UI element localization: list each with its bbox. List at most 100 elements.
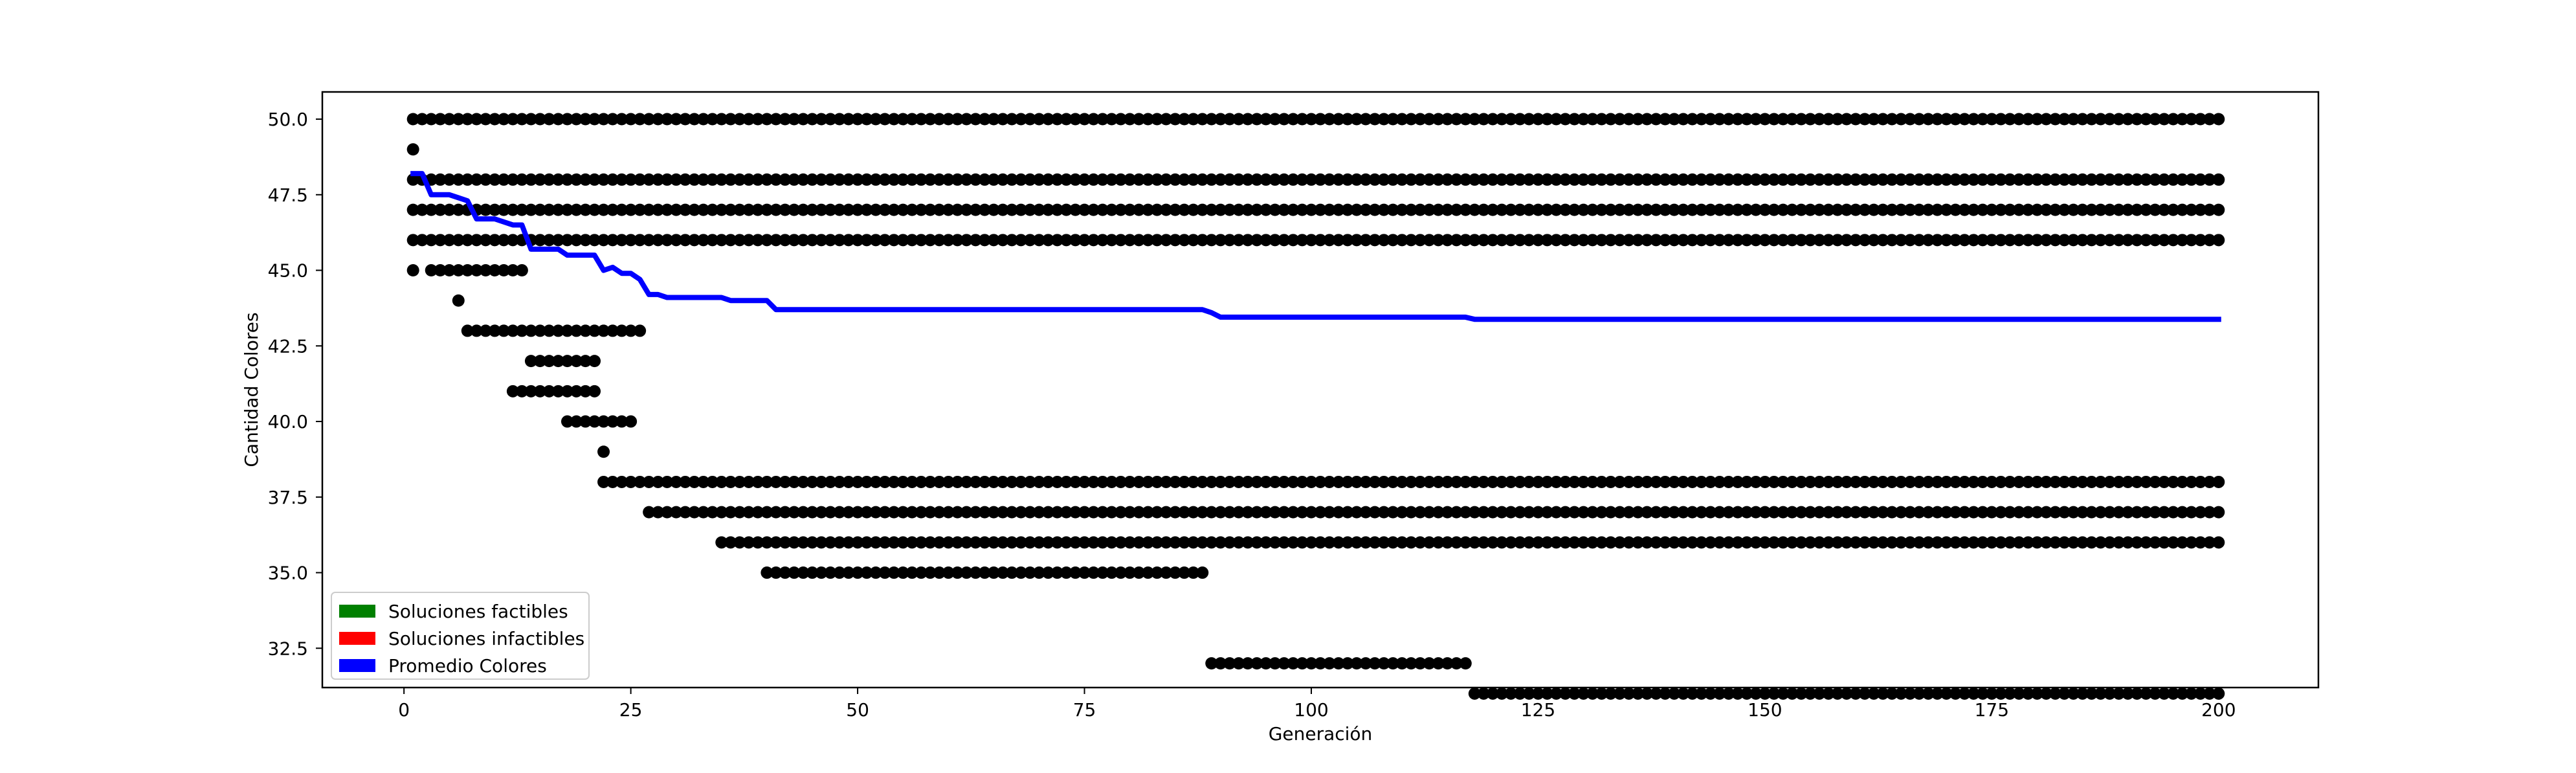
scatter-point [2149, 234, 2162, 247]
scatter-point [1650, 475, 1663, 488]
scatter-point [1314, 536, 1327, 549]
scatter-point [2185, 203, 2198, 216]
scatter-point [697, 506, 710, 519]
scatter-point [1885, 173, 1898, 186]
scatter-point [824, 536, 837, 549]
scatter-point [951, 173, 964, 186]
scatter-point [2212, 173, 2225, 186]
scatter-point [1967, 475, 1980, 488]
scatter-point [1849, 475, 1862, 488]
scatter-point [1904, 506, 1916, 519]
scatter-point [1133, 234, 1146, 247]
scatter-point [1695, 203, 1708, 216]
scatter-point [479, 203, 492, 216]
scatter-point [1386, 536, 1399, 549]
scatter-point [1686, 173, 1699, 186]
scatter-point [1595, 203, 1608, 216]
scatter-point [761, 536, 773, 549]
scatter-point [1967, 506, 1980, 519]
scatter-point [1269, 203, 1282, 216]
scatter-point [869, 506, 882, 519]
scatter-point [1858, 506, 1871, 519]
scatter-point [1713, 113, 1726, 126]
scatter-point [915, 475, 927, 488]
scatter-point [1368, 475, 1381, 488]
scatter-point [2185, 536, 2198, 549]
scatter-point [1296, 113, 1309, 126]
scatter-point [1540, 475, 1553, 488]
scatter-point [1368, 234, 1381, 247]
scatter-point [1795, 687, 1808, 700]
scatter-point [1577, 173, 1590, 186]
scatter-point [1495, 113, 1508, 126]
scatter-point [1913, 536, 1926, 549]
scatter-point [987, 566, 1000, 579]
scatter-point [416, 234, 428, 247]
scatter-point [2176, 536, 2189, 549]
scatter-point [1840, 536, 1853, 549]
scatter-point [1124, 506, 1137, 519]
scatter-point [1323, 113, 1336, 126]
scatter-point [1341, 475, 1354, 488]
scatter-point [1250, 506, 1263, 519]
scatter-point [1577, 536, 1590, 549]
scatter-point [1704, 234, 1717, 247]
scatter-point [706, 506, 719, 519]
scatter-point [1940, 506, 1953, 519]
scatter-point [652, 234, 665, 247]
scatter-point [1913, 113, 1926, 126]
scatter-point [652, 203, 665, 216]
scatter-point [733, 475, 746, 488]
scatter-point [1014, 113, 1027, 126]
scatter-point [1659, 506, 1672, 519]
scatter-point [1650, 234, 1663, 247]
legend-swatch [339, 605, 375, 618]
scatter-point [1032, 506, 1045, 519]
scatter-point [1867, 113, 1880, 126]
scatter-point [1124, 203, 1137, 216]
scatter-point [1332, 536, 1345, 549]
scatter-point [588, 355, 601, 368]
scatter-point [860, 113, 873, 126]
scatter-point [2203, 203, 2216, 216]
scatter-point [1768, 687, 1781, 700]
scatter-point [1332, 234, 1345, 247]
scatter-point [1840, 475, 1853, 488]
scatter-point [1032, 566, 1045, 579]
scatter-point [1341, 113, 1354, 126]
scatter-point [987, 475, 1000, 488]
scatter-point [824, 566, 837, 579]
scatter-point [2076, 475, 2089, 488]
scatter-point [960, 113, 973, 126]
scatter-point [1858, 203, 1871, 216]
scatter-point [1423, 657, 1436, 670]
scatter-point [2113, 203, 2126, 216]
scatter-point [643, 506, 656, 519]
scatter-point [770, 506, 783, 519]
scatter-point [1450, 203, 1463, 216]
scatter-point [1940, 687, 1953, 700]
scatter-point [1124, 566, 1137, 579]
scatter-point [960, 173, 973, 186]
scatter-point [470, 264, 483, 277]
scatter-point [842, 173, 855, 186]
scatter-point [1223, 536, 1236, 549]
scatter-point [1641, 475, 1654, 488]
scatter-point [1549, 687, 1562, 700]
scatter-point [2158, 234, 2171, 247]
scatter-point [1904, 173, 1916, 186]
scatter-point [1568, 536, 1581, 549]
scatter-point [2094, 536, 2107, 549]
scatter-point [679, 173, 692, 186]
scatter-point [488, 234, 501, 247]
scatter-point [1368, 203, 1381, 216]
scatter-point [2094, 475, 2107, 488]
scatter-point [905, 536, 918, 549]
scatter-point [524, 173, 537, 186]
scatter-point [2094, 506, 2107, 519]
scatter-point [1777, 173, 1790, 186]
scatter-point [1386, 234, 1399, 247]
scatter-point [779, 113, 792, 126]
scatter-point [1513, 203, 1526, 216]
scatter-point [1522, 203, 1535, 216]
